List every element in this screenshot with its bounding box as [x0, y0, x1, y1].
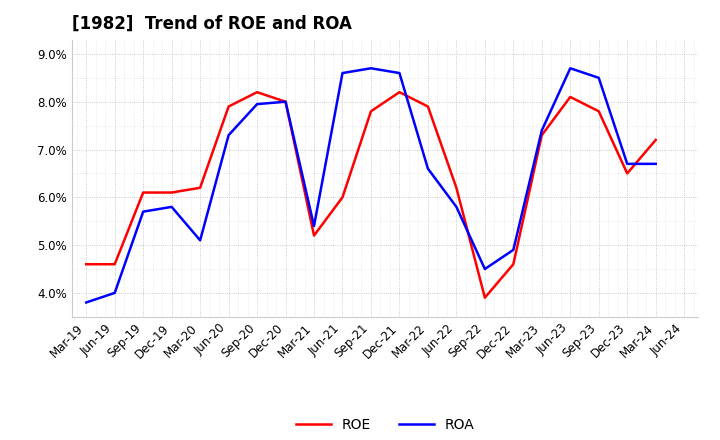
ROE: [366, 109, 375, 114]
ROE: [452, 185, 461, 191]
Text: [1982]  Trend of ROE and ROA: [1982] Trend of ROE and ROA: [72, 15, 352, 33]
ROE: [480, 295, 489, 301]
ROA: [652, 161, 660, 166]
ROE: [196, 185, 204, 191]
ROE: [623, 171, 631, 176]
ROE: [395, 89, 404, 95]
ROE: [566, 94, 575, 99]
ROA: [253, 102, 261, 107]
ROE: [423, 104, 432, 109]
ROE: [110, 262, 119, 267]
ROE: [282, 99, 290, 104]
ROE: [509, 262, 518, 267]
ROE: [310, 233, 318, 238]
ROE: [253, 89, 261, 95]
ROA: [537, 128, 546, 133]
ROA: [480, 266, 489, 271]
ROE: [139, 190, 148, 195]
ROA: [196, 238, 204, 243]
ROA: [167, 204, 176, 209]
ROA: [139, 209, 148, 214]
Line: ROE: ROE: [86, 92, 656, 298]
Line: ROA: ROA: [86, 68, 656, 302]
ROA: [366, 66, 375, 71]
ROE: [652, 137, 660, 143]
ROE: [82, 262, 91, 267]
ROA: [338, 70, 347, 76]
ROE: [595, 109, 603, 114]
Legend: ROE, ROA: ROE, ROA: [290, 412, 480, 437]
ROE: [537, 132, 546, 138]
ROE: [167, 190, 176, 195]
ROA: [110, 290, 119, 296]
ROA: [82, 300, 91, 305]
ROA: [225, 132, 233, 138]
ROA: [509, 247, 518, 253]
ROE: [338, 194, 347, 200]
ROA: [423, 166, 432, 171]
ROA: [310, 224, 318, 229]
ROA: [282, 99, 290, 104]
ROA: [595, 75, 603, 81]
ROA: [566, 66, 575, 71]
ROA: [452, 204, 461, 209]
ROA: [623, 161, 631, 166]
ROA: [395, 70, 404, 76]
ROE: [225, 104, 233, 109]
